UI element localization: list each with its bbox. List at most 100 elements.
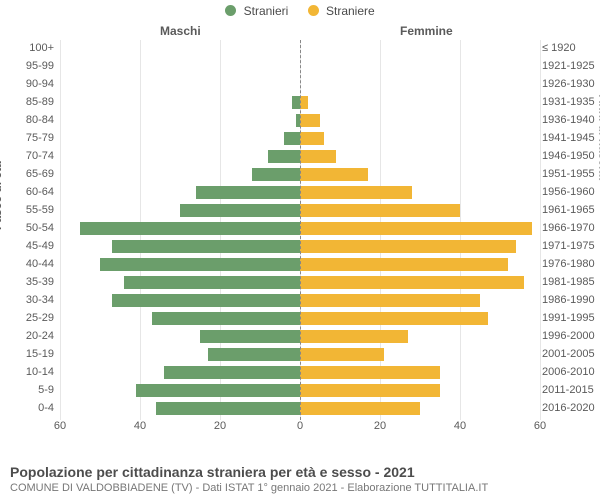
- age-label: 55-59: [0, 204, 54, 216]
- bar-female: [300, 132, 324, 145]
- age-label: 0-4: [0, 402, 54, 414]
- birth-year-label: 1936-1940: [542, 114, 600, 126]
- legend-label-female: Straniere: [326, 4, 375, 18]
- age-label: 25-29: [0, 312, 54, 324]
- x-gridline: [540, 40, 541, 420]
- center-divider: [300, 40, 301, 420]
- birth-year-label: 1996-2000: [542, 330, 600, 342]
- age-label: 45-49: [0, 240, 54, 252]
- bar-male: [164, 366, 300, 379]
- age-label: 5-9: [0, 384, 54, 396]
- bar-male: [112, 240, 300, 253]
- x-tick: 0: [297, 420, 303, 432]
- legend: Stranieri Straniere: [0, 4, 600, 18]
- age-label: 65-69: [0, 168, 54, 180]
- birth-year-label: 1986-1990: [542, 294, 600, 306]
- bars-female: [300, 40, 540, 420]
- x-axis: 6040200204060: [60, 420, 540, 440]
- age-label: 75-79: [0, 132, 54, 144]
- birth-year-label: 1951-1955: [542, 168, 600, 180]
- bar-female: [300, 312, 488, 325]
- x-tick: 60: [54, 420, 66, 432]
- bar-male: [284, 132, 300, 145]
- bar-male: [200, 330, 300, 343]
- bar-female: [300, 384, 440, 397]
- x-tick: 40: [454, 420, 466, 432]
- bar-male: [112, 294, 300, 307]
- bar-female: [300, 204, 460, 217]
- age-label: 95-99: [0, 60, 54, 72]
- bar-female: [300, 240, 516, 253]
- age-label: 85-89: [0, 96, 54, 108]
- birth-year-label: 1976-1980: [542, 258, 600, 270]
- bar-male: [136, 384, 300, 397]
- bar-male: [80, 222, 300, 235]
- birth-year-label: ≤ 1920: [542, 42, 600, 54]
- bar-male: [252, 168, 300, 181]
- birth-year-label: 1926-1930: [542, 78, 600, 90]
- age-label: 90-94: [0, 78, 54, 90]
- age-label: 35-39: [0, 276, 54, 288]
- chart-title: Popolazione per cittadinanza straniera p…: [10, 464, 590, 480]
- birth-year-label: 1946-1950: [542, 150, 600, 162]
- age-label: 20-24: [0, 330, 54, 342]
- birth-year-label: 2016-2020: [542, 402, 600, 414]
- x-tick: 20: [374, 420, 386, 432]
- age-label: 80-84: [0, 114, 54, 126]
- bar-male: [156, 402, 300, 415]
- age-label: 70-74: [0, 150, 54, 162]
- bar-female: [300, 294, 480, 307]
- bar-female: [300, 168, 368, 181]
- bar-female: [300, 348, 384, 361]
- bar-female: [300, 186, 412, 199]
- bar-female: [300, 114, 320, 127]
- birth-year-label: 1931-1935: [542, 96, 600, 108]
- legend-item-female: Straniere: [308, 4, 375, 18]
- age-label: 10-14: [0, 366, 54, 378]
- birth-year-label: 1941-1945: [542, 132, 600, 144]
- bar-male: [124, 276, 300, 289]
- bar-male: [292, 96, 300, 109]
- bars-male: [60, 40, 300, 420]
- birth-year-label: 1961-1965: [542, 204, 600, 216]
- column-header-female: Femmine: [400, 24, 453, 38]
- birth-year-label: 1981-1985: [542, 276, 600, 288]
- bar-female: [300, 96, 308, 109]
- plot-area: [60, 40, 540, 440]
- legend-item-male: Stranieri: [225, 4, 288, 18]
- bar-male: [196, 186, 300, 199]
- x-tick: 40: [134, 420, 146, 432]
- bar-female: [300, 276, 524, 289]
- population-pyramid-chart: Stranieri Straniere Maschi Femmine Fasce…: [0, 0, 600, 500]
- bar-female: [300, 402, 420, 415]
- legend-swatch-male: [225, 5, 236, 16]
- bar-male: [180, 204, 300, 217]
- legend-swatch-female: [308, 5, 319, 16]
- birth-year-label: 1971-1975: [542, 240, 600, 252]
- birth-year-label: 1991-1995: [542, 312, 600, 324]
- x-tick: 20: [214, 420, 226, 432]
- bar-female: [300, 366, 440, 379]
- chart-footer: Popolazione per cittadinanza straniera p…: [10, 464, 590, 494]
- bar-male: [208, 348, 300, 361]
- bar-male: [152, 312, 300, 325]
- legend-label-male: Stranieri: [244, 4, 289, 18]
- birth-year-label: 1966-1970: [542, 222, 600, 234]
- bar-female: [300, 258, 508, 271]
- birth-year-label: 2006-2010: [542, 366, 600, 378]
- birth-year-label: 2011-2015: [542, 384, 600, 396]
- bar-male: [100, 258, 300, 271]
- age-label: 60-64: [0, 186, 54, 198]
- age-label: 50-54: [0, 222, 54, 234]
- chart-subtitle: COMUNE DI VALDOBBIADENE (TV) - Dati ISTA…: [10, 482, 590, 494]
- bar-male: [268, 150, 300, 163]
- x-tick: 60: [534, 420, 546, 432]
- birth-year-label: 1956-1960: [542, 186, 600, 198]
- birth-year-label: 2001-2005: [542, 348, 600, 360]
- bar-female: [300, 150, 336, 163]
- bar-female: [300, 330, 408, 343]
- bar-female: [300, 222, 532, 235]
- age-label: 40-44: [0, 258, 54, 270]
- age-label: 30-34: [0, 294, 54, 306]
- birth-year-label: 1921-1925: [542, 60, 600, 72]
